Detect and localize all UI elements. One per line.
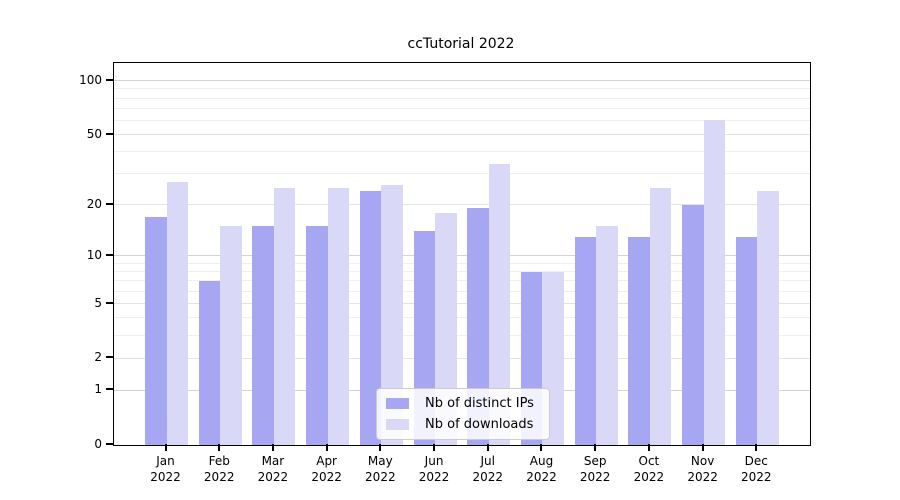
grid-line <box>114 88 810 90</box>
bar-distinct-ips <box>467 208 489 445</box>
x-tick <box>164 444 167 451</box>
bar-distinct-ips <box>252 226 274 445</box>
x-tick-label: Jul 2022 <box>472 454 504 484</box>
bar-downloads <box>596 226 618 445</box>
grid-line <box>114 317 810 319</box>
x-tick-label: Oct 2022 <box>633 454 665 484</box>
x-tick-label: Jun 2022 <box>418 454 450 484</box>
x-tick-label: Dec 2022 <box>741 454 772 484</box>
bar-distinct-ips <box>628 236 650 445</box>
grid-line <box>114 255 810 257</box>
x-tick-label: Aug 2022 <box>526 454 557 484</box>
y-tick <box>106 132 113 135</box>
grid-line <box>114 107 810 109</box>
legend-label-downloads: Nb of downloads <box>425 417 534 432</box>
x-tick-label: Jan 2022 <box>150 454 181 484</box>
x-tick <box>540 444 543 451</box>
grid-line <box>114 97 810 99</box>
x-tick <box>755 444 758 451</box>
y-tick-label: 0 <box>94 437 102 451</box>
grid-line <box>114 271 810 273</box>
legend-label-distinct-ips: Nb of distinct IPs <box>425 396 534 411</box>
bar-downloads <box>703 120 726 445</box>
x-tick <box>218 444 221 451</box>
y-tick-label: 20 <box>86 196 102 211</box>
bar-distinct-ips <box>198 280 221 445</box>
bar-distinct-ips <box>682 204 704 445</box>
x-tick <box>433 444 436 451</box>
bar-distinct-ips <box>735 236 758 445</box>
legend-swatch-distinct-ips <box>386 398 409 409</box>
y-tick-label: 2 <box>94 350 102 365</box>
grid-line <box>114 151 810 153</box>
legend-item-downloads: Nb of downloads <box>377 417 549 433</box>
plot-area <box>113 62 811 446</box>
bar-downloads <box>435 212 457 445</box>
y-tick-label: 50 <box>86 126 102 141</box>
x-tick-label: Mar 2022 <box>257 454 289 484</box>
legend: Nb of distinct IPs Nb of downloads <box>376 388 550 440</box>
bar-downloads <box>757 190 779 445</box>
y-tick <box>106 202 113 205</box>
y-tick-label: 10 <box>86 247 102 262</box>
x-tick <box>701 444 704 451</box>
bar-downloads <box>327 187 350 445</box>
grid-line <box>114 134 810 136</box>
grid-line <box>114 173 810 175</box>
y-tick <box>106 78 113 81</box>
bar-downloads <box>273 187 296 445</box>
x-tick-label: Sep 2022 <box>579 454 611 484</box>
grid-line <box>114 262 810 264</box>
grid-line <box>114 335 810 337</box>
bar-distinct-ips <box>306 226 328 445</box>
y-tick <box>106 388 113 391</box>
x-tick-label: Apr 2022 <box>311 454 342 484</box>
chart-title: ccTutorial 2022 <box>407 36 515 52</box>
x-tick <box>271 444 274 451</box>
grid-line <box>114 80 810 82</box>
x-tick-label: Feb 2022 <box>203 454 235 484</box>
bar-downloads <box>488 164 511 445</box>
grid-line <box>114 357 810 359</box>
x-tick-label: Nov 2022 <box>687 454 718 484</box>
y-tick <box>106 443 113 445</box>
grid-line <box>114 303 810 305</box>
bar-downloads <box>166 181 188 445</box>
x-tick <box>486 444 489 451</box>
grid-line <box>114 119 810 121</box>
grid-line <box>114 280 810 282</box>
y-tick <box>106 253 113 256</box>
y-tick <box>106 356 113 359</box>
x-tick <box>647 444 650 451</box>
bar-distinct-ips <box>574 236 597 445</box>
grid-line <box>114 290 810 292</box>
bar-downloads <box>220 226 242 445</box>
bar-downloads <box>381 184 403 445</box>
legend-swatch-downloads <box>386 419 409 430</box>
grid-line <box>114 204 810 206</box>
y-tick <box>106 301 113 304</box>
bar-distinct-ips <box>359 190 382 445</box>
x-tick <box>379 444 382 451</box>
x-tick <box>325 444 328 451</box>
legend-item-distinct-ips: Nb of distinct IPs <box>377 396 549 412</box>
y-tick-label: 5 <box>94 295 102 310</box>
x-tick <box>594 444 597 451</box>
bar-downloads <box>649 187 672 445</box>
y-tick-label: 1 <box>94 382 102 397</box>
y-tick-label: 100 <box>79 72 102 87</box>
bar-distinct-ips <box>145 216 167 445</box>
x-tick-label: May 2022 <box>365 454 396 484</box>
